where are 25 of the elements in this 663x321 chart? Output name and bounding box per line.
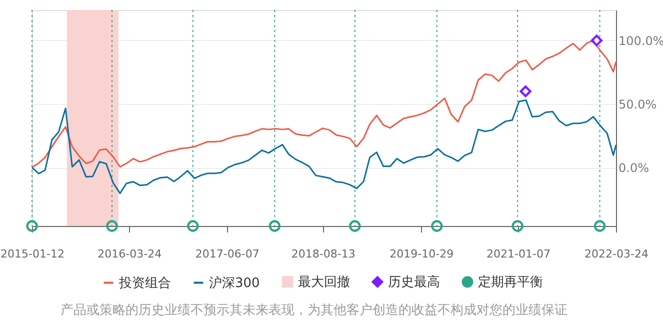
x-tick-label: 2016-03-24 [98,248,162,260]
legend-label: 最大回撤 [298,274,350,290]
point [512,220,524,232]
line-series [31,99,617,194]
y-tick-label: 0.0% [618,161,649,176]
x-tick-label: 2017-06-07 [195,248,260,260]
point [106,220,118,232]
x-tick-label: 2015-01-12 [0,248,64,260]
legend-label: 沪深300 [209,274,260,291]
x-tick-label: 2022-03-24 [584,248,648,260]
text: 产品或策略的历史业绩不预示其未来表现，为其他客户创造的收益不构成对您的业绩保证 [60,302,568,318]
x-tick-label: 2021-01-07 [486,248,550,260]
x-tick-label: 2019-10-29 [390,248,454,260]
legend-label: 历史最高 [388,274,440,290]
point [431,220,443,232]
point [594,220,606,232]
point [187,220,199,232]
point [268,220,281,232]
legend-label: 投资组合 [118,276,171,291]
legend-label: 定期再平衡 [478,274,543,290]
point [349,220,361,232]
point [520,85,532,98]
x-tick-label: 2018-08-13 [291,248,356,260]
y-tick-label: 50.0% [618,98,657,112]
point [590,34,603,46]
